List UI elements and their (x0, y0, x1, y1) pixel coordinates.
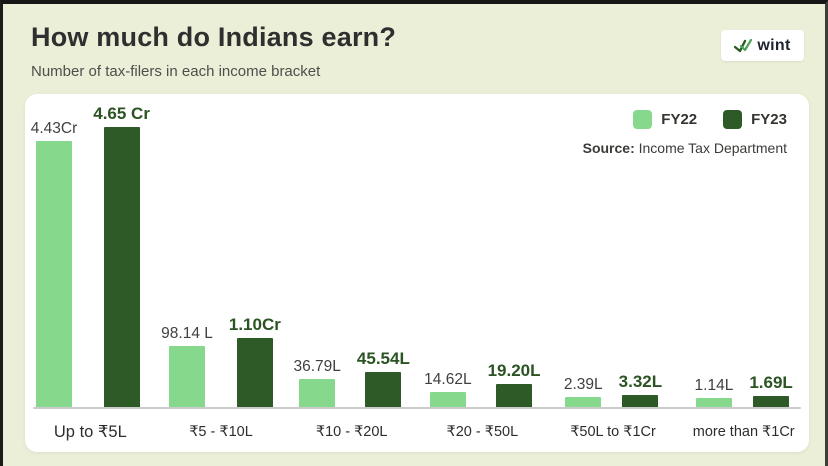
bar-fy22-1 (169, 346, 206, 408)
plot: 4.43Cr 4.65 Cr 98.14 L 1.10Cr 36.79L 45.54L 14… (25, 94, 809, 408)
bar-fy22-3 (429, 392, 466, 408)
bar-value-label-fy22: 1.14L (694, 377, 734, 394)
category-label: ₹50L to ₹1Cr (570, 423, 656, 440)
bar-fy23-3 (496, 384, 533, 408)
bar-wrap-fy23: 3.32L (619, 372, 662, 408)
bar-value-label-fy22: 2.39L (563, 376, 603, 393)
bar-wrap-fy23: 1.69L (749, 373, 793, 408)
bar-group: 1.14L 1.69L (678, 373, 809, 408)
bar-wrap-fy23: 1.10Cr (229, 315, 281, 408)
bar-value-label-fy23: 3.32L (618, 372, 663, 391)
fy23-label: FY23 (751, 111, 787, 128)
bar-fy23-5 (753, 396, 790, 408)
source-line: Source: Income Tax Department (583, 140, 787, 156)
bar-wrap-fy22: 2.39L (564, 376, 603, 408)
bar-fy23-2 (365, 372, 402, 408)
chart-legend: FY22 FY23 (633, 110, 787, 129)
bar-wrap-fy22: 98.14 L (161, 325, 213, 408)
source-label: Source: (582, 140, 635, 156)
bar-value-label-fy23: 1.69L (749, 373, 793, 392)
bar-fy22-0 (35, 141, 72, 408)
bar-value-label-fy23: 4.65 Cr (93, 104, 150, 123)
category-label: Up to ₹5L (53, 422, 127, 441)
fy23-swatch (723, 110, 743, 129)
legend-item-fy22: FY22 (633, 110, 697, 129)
bar-wrap-fy23: 45.54L (357, 349, 410, 408)
bar-wrap-fy22: 4.43Cr (30, 120, 78, 408)
bar-value-label-fy23: 1.10Cr (228, 315, 281, 334)
page-subtitle: Number of tax-filers in each income brac… (31, 63, 321, 80)
header: How much do Indians earn? Number of tax-… (31, 22, 396, 80)
category-label: more than ₹1Cr (692, 423, 795, 440)
category-labels: Up to ₹5L ₹5 - ₹10L ₹10 - ₹20L ₹20 - ₹50L ₹5… (25, 409, 809, 452)
wint-logo-text: wint (757, 36, 791, 54)
bar-group: 2.39L 3.32L (548, 372, 679, 408)
bar-fy22-5 (695, 398, 732, 408)
category-label: ₹20 - ₹50L (446, 423, 519, 440)
bar-group: 4.43Cr 4.65 Cr (25, 104, 156, 408)
bar-wrap-fy22: 36.79L (294, 358, 341, 408)
bar-value-label-fy22: 14.62L (424, 371, 472, 388)
fy22-label: FY22 (661, 111, 698, 128)
bar-value-label-fy22: 4.43Cr (30, 120, 78, 137)
source-value: Income Tax Department (634, 140, 787, 156)
bar-fy22-2 (299, 379, 336, 408)
bar-wrap-fy23: 19.20L (488, 361, 541, 408)
legend-item-fy23: FY23 (723, 110, 787, 129)
bar-value-label-fy23: 45.54L (356, 349, 410, 368)
bar-group: 98.14 L 1.10Cr (156, 315, 287, 408)
bar-fy23-4 (622, 395, 659, 408)
bar-wrap-fy22: 1.14L (694, 377, 734, 408)
x-axis-line (33, 407, 801, 409)
chart-card: FY22 FY23 Source: Income Tax Department … (25, 94, 809, 452)
category-label: ₹10 - ₹20L (315, 423, 388, 440)
bar-fy23-0 (103, 127, 140, 408)
bar-value-label-fy23: 19.20L (487, 361, 541, 380)
wint-wing-icon (734, 38, 753, 53)
category-label: ₹5 - ₹10L (189, 423, 253, 440)
page-title: How much do Indians earn? (31, 22, 397, 52)
bar-value-label-fy22: 98.14 L (161, 325, 213, 342)
wint-logo: wint (721, 30, 804, 61)
bar-group: 36.79L 45.54L (286, 349, 417, 408)
fy22-swatch (633, 110, 653, 129)
bar-fy22-4 (565, 397, 602, 408)
bar-wrap-fy23: 4.65 Cr (93, 104, 150, 408)
bar-fy23-1 (236, 338, 273, 408)
bar-group: 14.62L 19.20L (417, 361, 548, 408)
bar-value-label-fy22: 36.79L (293, 358, 341, 375)
bar-wrap-fy22: 14.62L (424, 371, 472, 408)
